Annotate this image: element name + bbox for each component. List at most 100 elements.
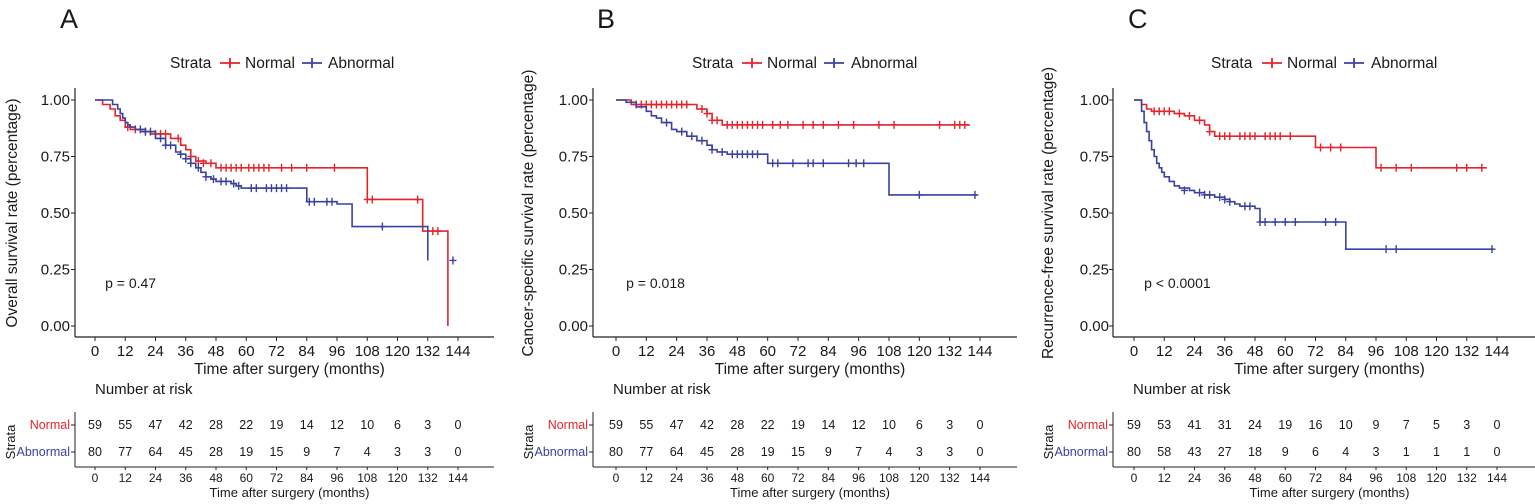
censor-mark bbox=[310, 197, 318, 206]
censor-mark bbox=[1327, 143, 1335, 152]
censor-mark bbox=[683, 100, 691, 109]
risk-count: 22 bbox=[239, 418, 253, 432]
risk-count: 10 bbox=[1339, 418, 1353, 432]
risk-strata-title: Strata bbox=[1041, 424, 1056, 459]
censor-mark bbox=[708, 145, 716, 154]
censor-mark bbox=[1407, 163, 1415, 172]
y-axis-title: Overall survival rate (percentage) bbox=[4, 98, 21, 327]
censor-mark bbox=[1276, 132, 1284, 141]
x-tick-label: 12 bbox=[638, 343, 655, 360]
x-tick-label: 48 bbox=[208, 343, 225, 360]
censor-mark bbox=[713, 116, 721, 125]
series-normal bbox=[95, 99, 449, 326]
censor-mark bbox=[860, 159, 868, 168]
censor-mark bbox=[1463, 163, 1471, 172]
censor-mark bbox=[167, 141, 175, 150]
censor-mark bbox=[819, 159, 827, 168]
series-normal bbox=[1134, 99, 1487, 172]
x-tick-label: 108 bbox=[1394, 343, 1419, 360]
risk-x-tick-label: 108 bbox=[357, 471, 377, 485]
risk-row-label: Abnormal bbox=[17, 445, 71, 459]
risk-table-title: Number at risk bbox=[1133, 381, 1231, 398]
y-tick-label: 0.25 bbox=[41, 262, 70, 279]
x-tick-label: 12 bbox=[1156, 343, 1173, 360]
x-tick-label: 24 bbox=[1186, 343, 1203, 360]
y-axis-title: Recurrence-free survival rate (percentag… bbox=[1040, 67, 1057, 359]
risk-x-title: Time after surgery (months) bbox=[1250, 485, 1410, 500]
censor-mark bbox=[1286, 132, 1294, 141]
risk-count: 14 bbox=[300, 418, 314, 432]
risk-count: 19 bbox=[761, 445, 775, 459]
risk-count: 5 bbox=[1433, 418, 1440, 432]
risk-x-tick-label: 84 bbox=[822, 471, 836, 485]
censor-mark bbox=[1332, 218, 1340, 227]
risk-count: 19 bbox=[1278, 418, 1292, 432]
risk-x-tick-label: 72 bbox=[791, 471, 805, 485]
x-axis-title: Time after surgery (months) bbox=[715, 361, 906, 378]
censor-mark bbox=[283, 184, 291, 193]
km-curve-abnormal bbox=[95, 99, 429, 261]
risk-count: 9 bbox=[1373, 418, 1380, 432]
censor-mark bbox=[915, 190, 923, 199]
censor-mark bbox=[207, 159, 215, 168]
risk-count: 53 bbox=[1157, 418, 1171, 432]
censor-mark bbox=[209, 175, 217, 184]
risk-row-label: Normal bbox=[30, 418, 70, 432]
risk-count: 9 bbox=[1282, 445, 1289, 459]
censor-mark bbox=[1392, 245, 1400, 254]
risk-count: 3 bbox=[1463, 418, 1470, 432]
legend-item-abnormal: Abnormal bbox=[302, 55, 394, 72]
censor-mark bbox=[1453, 163, 1461, 172]
censor-mark bbox=[678, 127, 686, 136]
censor-mark bbox=[328, 197, 336, 206]
censor-mark bbox=[1382, 245, 1390, 254]
censor-mark bbox=[776, 120, 784, 129]
censor-mark bbox=[789, 159, 797, 168]
y-tick-label: 0.00 bbox=[559, 318, 588, 335]
y-tick-label: 0.50 bbox=[1080, 205, 1109, 222]
censor-mark bbox=[182, 154, 190, 163]
risk-count: 0 bbox=[455, 418, 462, 432]
risk-x-tick-label: 60 bbox=[240, 471, 254, 485]
legend-label: Abnormal bbox=[851, 55, 917, 72]
censor-mark bbox=[698, 136, 706, 145]
series-normal bbox=[616, 99, 970, 129]
risk-x-title: Time after surgery (months) bbox=[210, 485, 370, 500]
risk-x-tick-label: 48 bbox=[1248, 471, 1262, 485]
legend-label: Abnormal bbox=[1371, 55, 1437, 72]
x-tick-label: 36 bbox=[1216, 343, 1233, 360]
risk-count: 19 bbox=[791, 418, 805, 432]
risk-x-tick-label: 72 bbox=[270, 471, 284, 485]
risk-count: 1 bbox=[1433, 445, 1440, 459]
risk-count: 59 bbox=[1127, 418, 1141, 432]
risk-count: 22 bbox=[761, 418, 775, 432]
km-curve-normal bbox=[1134, 99, 1487, 169]
risk-x-tick-label: 0 bbox=[613, 471, 620, 485]
km-curve-normal bbox=[616, 99, 970, 126]
censor-mark bbox=[378, 222, 386, 231]
censor-mark bbox=[1221, 195, 1229, 204]
y-tick-label: 0.75 bbox=[41, 149, 70, 166]
risk-x-tick-label: 96 bbox=[852, 471, 866, 485]
risk-count: 64 bbox=[149, 445, 163, 459]
x-tick-label: 72 bbox=[268, 343, 285, 360]
censor-mark bbox=[799, 120, 807, 129]
risk-count: 55 bbox=[118, 418, 132, 432]
censor-mark bbox=[235, 181, 243, 190]
legend-item-normal: Normal bbox=[742, 55, 817, 72]
legend-title: Strata bbox=[1211, 55, 1253, 72]
x-tick-label: 84 bbox=[1337, 343, 1354, 360]
risk-x-tick-label: 108 bbox=[1396, 471, 1416, 485]
risk-x-tick-label: 96 bbox=[330, 471, 344, 485]
y-tick-label: 0.50 bbox=[559, 205, 588, 222]
censor-mark bbox=[194, 163, 202, 172]
x-tick-label: 60 bbox=[759, 343, 776, 360]
risk-count: 1 bbox=[1403, 445, 1410, 459]
censor-mark bbox=[222, 177, 230, 186]
censor-mark bbox=[1206, 127, 1214, 136]
y-tick-label: 0.75 bbox=[1080, 149, 1109, 166]
series-abnormal bbox=[95, 99, 457, 265]
risk-x-tick-label: 96 bbox=[1369, 471, 1383, 485]
censor-mark bbox=[875, 120, 883, 129]
